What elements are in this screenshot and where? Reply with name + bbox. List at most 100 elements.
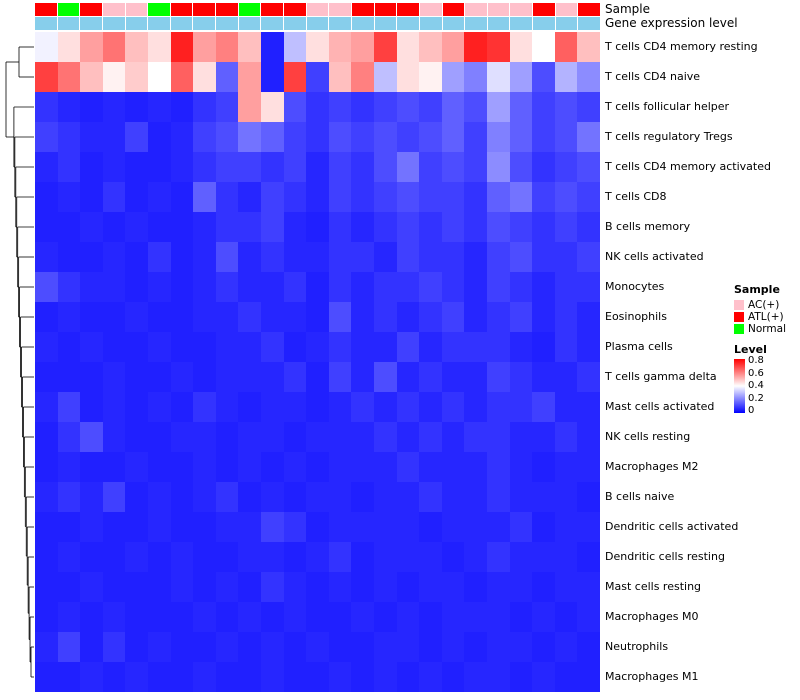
heatmap-cell — [464, 662, 487, 692]
row-label: Neutrophils — [605, 640, 669, 653]
heatmap-cell — [80, 272, 103, 302]
heatmap-cell — [215, 362, 239, 392]
heatmap-cell — [441, 632, 465, 662]
heatmap-cell — [464, 542, 487, 572]
row-label: Eosinophils — [605, 310, 667, 323]
heatmap-cell — [306, 662, 329, 692]
heatmap-cell — [577, 482, 600, 512]
heatmap-cell — [125, 242, 148, 272]
heatmap-cell — [193, 542, 216, 572]
heatmap-cell — [261, 422, 284, 452]
legend: Sample AC(+) ATL(+) Normal Level 0.8 0.6 0.4… — [734, 283, 800, 416]
heatmap-cell — [125, 452, 148, 482]
heatmap-cell — [464, 212, 487, 242]
heatmap-cell — [419, 332, 442, 362]
heatmap-cell — [328, 542, 352, 572]
heatmap-cell — [306, 62, 329, 92]
heatmap-cell — [374, 602, 397, 632]
heatmap-cell — [396, 182, 420, 212]
heatmap-cell — [102, 482, 126, 512]
heatmap-cell — [148, 152, 171, 182]
heatmap-cell — [374, 272, 397, 302]
heatmap-cell — [419, 452, 442, 482]
heatmap-cell — [170, 392, 194, 422]
gene-expression-annotation-label: Gene expression level — [605, 16, 738, 30]
heatmap-cell — [396, 332, 420, 362]
heatmap-cell — [57, 632, 81, 662]
heatmap-cell — [396, 212, 420, 242]
heatmap-cell — [577, 92, 600, 122]
heatmap-cell — [554, 662, 578, 692]
heatmap-cell — [374, 572, 397, 602]
heatmap-cell — [283, 92, 307, 122]
heatmap-cell — [328, 482, 352, 512]
gene-expression-annotation-cell — [306, 17, 329, 30]
level-tick-label: 0.6 — [748, 367, 764, 379]
heatmap-cell — [170, 452, 194, 482]
row-label: B cells naive — [605, 490, 675, 503]
heatmap-cell — [464, 362, 487, 392]
heatmap-cell — [441, 212, 465, 242]
heatmap-cell — [419, 362, 442, 392]
heatmap-cell — [351, 62, 374, 92]
heatmap-cell — [577, 452, 600, 482]
heatmap-cell — [351, 602, 374, 632]
heatmap-cell — [577, 542, 600, 572]
heatmap-cell — [532, 482, 555, 512]
heatmap-cell — [487, 242, 510, 272]
heatmap-cell — [215, 512, 239, 542]
sample-annotation-cell — [419, 3, 442, 16]
heatmap-cell — [283, 512, 307, 542]
heatmap-cell — [464, 602, 487, 632]
sample-annotation-cell — [351, 3, 374, 16]
heatmap-cell — [57, 572, 81, 602]
heatmap-cell — [328, 92, 352, 122]
heatmap-cell — [464, 452, 487, 482]
heatmap-cell — [215, 122, 239, 152]
heatmap-cell — [57, 452, 81, 482]
heatmap-cell — [148, 392, 171, 422]
heatmap-cell — [509, 302, 533, 332]
heatmap-cell — [441, 572, 465, 602]
heatmap-cell — [487, 152, 510, 182]
heatmap-cell — [35, 392, 58, 422]
gene-expression-annotation-cell — [465, 17, 487, 30]
heatmap-cell — [577, 512, 600, 542]
heatmap-cell — [351, 92, 374, 122]
heatmap-cell — [193, 392, 216, 422]
legend-sample-item: ATL(+) — [734, 311, 800, 323]
gene-expression-annotation-cell — [102, 17, 125, 30]
heatmap-cell — [554, 302, 578, 332]
heatmap-cell — [306, 182, 329, 212]
heatmap-cell — [554, 152, 578, 182]
heatmap-cell — [374, 632, 397, 662]
heatmap-cell — [102, 152, 126, 182]
heatmap-cell — [374, 332, 397, 362]
heatmap-cell — [464, 152, 487, 182]
heatmap-cell — [261, 212, 284, 242]
heatmap-cell — [57, 362, 81, 392]
heatmap-cell — [441, 32, 465, 62]
heatmap-cell — [261, 542, 284, 572]
heatmap-cell — [577, 122, 600, 152]
heatmap-cell — [577, 422, 600, 452]
heatmap-cell — [261, 512, 284, 542]
heatmap-cell — [238, 332, 261, 362]
heatmap-cell — [532, 62, 555, 92]
heatmap-cell — [532, 92, 555, 122]
heatmap-cell — [328, 242, 352, 272]
heatmap-cell — [464, 332, 487, 362]
heatmap-cell — [148, 122, 171, 152]
heatmap-cell — [57, 512, 81, 542]
heatmap-cell — [193, 152, 216, 182]
heatmap-cell — [170, 632, 194, 662]
heatmap-cell — [487, 212, 510, 242]
heatmap-cell — [487, 422, 510, 452]
heatmap-cell — [283, 362, 307, 392]
heatmap-cell — [261, 332, 284, 362]
heatmap-cell — [328, 332, 352, 362]
heatmap-cell — [396, 92, 420, 122]
sample-annotation-cell — [148, 3, 170, 16]
heatmap-cell — [554, 602, 578, 632]
